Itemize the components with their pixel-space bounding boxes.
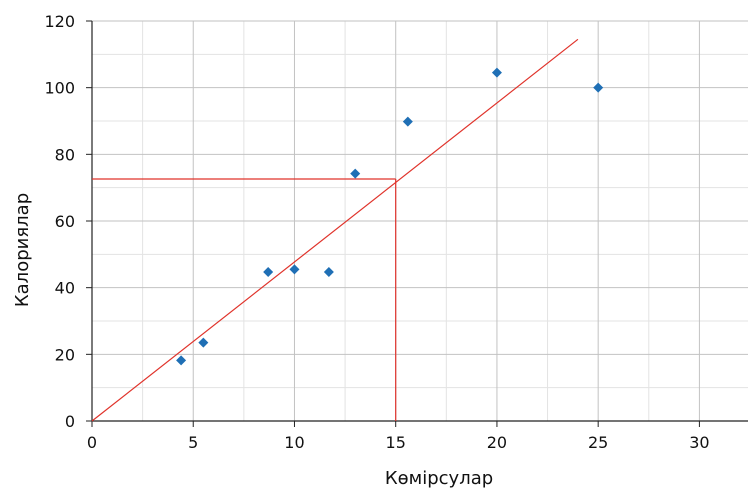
data-point xyxy=(350,168,361,179)
trend-line xyxy=(91,38,579,422)
data-point xyxy=(263,267,274,277)
y-axis-title: Калориялар xyxy=(12,193,33,307)
data-point xyxy=(289,264,300,275)
x-tick-label: 30 xyxy=(689,433,709,452)
data-points xyxy=(176,67,604,366)
x-tick-label: 10 xyxy=(284,433,304,452)
data-point xyxy=(323,267,334,277)
x-tick-label: 25 xyxy=(588,433,608,452)
data-point xyxy=(593,82,604,93)
grid xyxy=(92,20,748,421)
x-tick-label: 15 xyxy=(386,433,406,452)
y-tick-label: 40 xyxy=(55,279,75,298)
data-point xyxy=(198,337,209,348)
data-point xyxy=(491,67,502,78)
trend-line-group xyxy=(91,38,579,422)
y-tick-label: 0 xyxy=(65,412,75,431)
y-tick-label: 120 xyxy=(44,12,75,31)
y-tick-label: 100 xyxy=(44,79,75,98)
data-point xyxy=(402,116,413,127)
x-axis-title: Көмірсулар xyxy=(385,468,493,489)
data-point xyxy=(176,355,187,366)
y-tick-label: 80 xyxy=(55,145,75,164)
reference-lines xyxy=(92,178,397,421)
x-tick-label: 5 xyxy=(188,433,198,452)
x-tick-label: 20 xyxy=(487,433,507,452)
y-tick-label: 20 xyxy=(55,345,75,364)
axes xyxy=(86,20,748,427)
tick-labels: 0 5 10 15 20 25 30 0 20 40 60 80 100 120 xyxy=(44,12,709,452)
x-tick-label: 0 xyxy=(87,433,97,452)
y-tick-label: 60 xyxy=(55,212,75,231)
